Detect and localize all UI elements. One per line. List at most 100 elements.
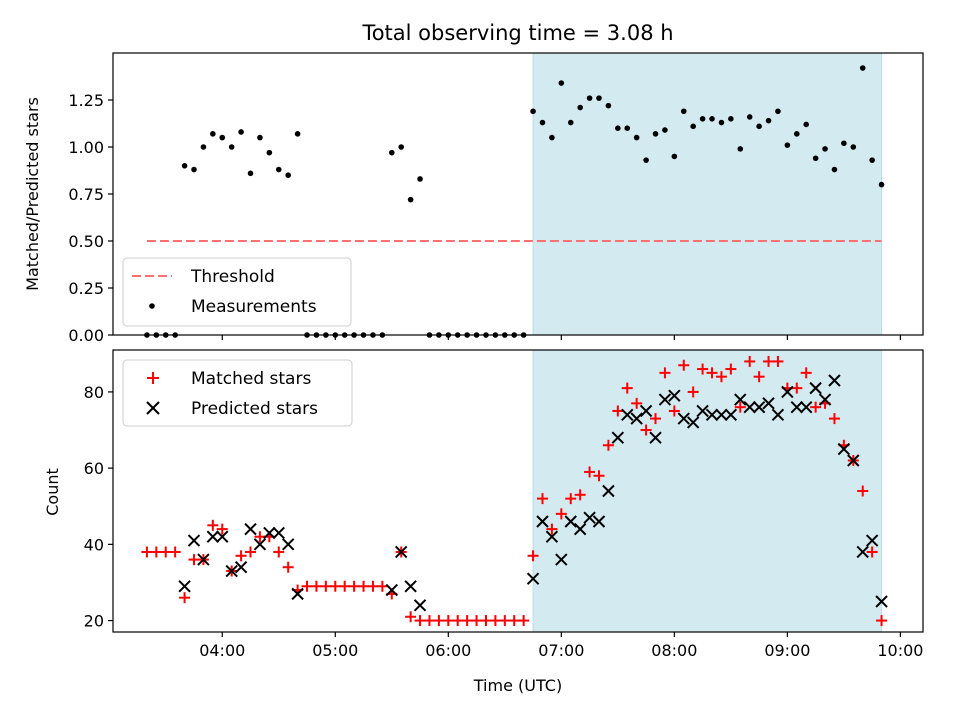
x-tick-label: 06:00 <box>425 641 471 660</box>
matched-star-point <box>687 386 699 398</box>
predicted-star-point <box>592 515 606 528</box>
predicted-star-point <box>413 599 427 612</box>
matched-star-point <box>320 580 332 592</box>
y-tick-label: 20 <box>84 612 104 631</box>
count-legend: Matched stars Predicted stars <box>122 359 353 427</box>
count-panel: 20 40 60 80 04:00 05:00 06:00 07:00 08:00 09:00 1… <box>43 349 924 695</box>
predicted-star-point <box>555 553 568 566</box>
matched-star-point <box>791 382 803 394</box>
matched-star-point <box>828 413 840 425</box>
predicted-star-point <box>206 530 220 543</box>
measurement-point <box>728 116 734 122</box>
matched-star-point <box>518 615 530 627</box>
predicted-star-point <box>639 404 653 418</box>
predicted-star-point <box>668 389 681 402</box>
predicted-star-point <box>790 400 803 414</box>
predicted-star-point <box>734 393 747 406</box>
ratio-plot-frame <box>112 52 924 336</box>
predicted-star-point <box>686 416 700 429</box>
measurement-point <box>398 144 405 150</box>
matched-star-point <box>546 523 558 535</box>
matched-star-point <box>527 550 539 562</box>
measurement-point <box>652 131 659 137</box>
measurement-point <box>869 157 875 163</box>
measurement-point <box>765 117 772 124</box>
y-tick-label: 80 <box>84 383 104 402</box>
count-plot-frame <box>112 349 924 633</box>
predicted-star-point <box>234 561 248 574</box>
legend-threshold-label: Threshold <box>190 267 275 287</box>
measurement-point <box>539 119 546 126</box>
predicted-star-point <box>385 583 398 597</box>
predicted-star-point <box>705 408 719 421</box>
predicted-star-point <box>244 522 257 536</box>
y-tick-label: 1.25 <box>68 91 104 110</box>
predicted-star-point <box>809 381 822 395</box>
matched-star-point <box>471 615 483 627</box>
measurement-point <box>756 123 762 130</box>
predicted-star-point <box>178 580 191 593</box>
matched-star-point <box>339 580 351 592</box>
matched-star-point <box>141 546 153 558</box>
predicted-star-point <box>621 408 634 421</box>
matched-star-point <box>301 580 313 592</box>
predicted-star-point <box>856 545 869 559</box>
matched-star-point <box>876 615 888 627</box>
measurement-point <box>812 155 819 162</box>
predicted-star-point <box>263 526 276 540</box>
matched-star-point <box>282 561 294 573</box>
predicted-star-point <box>225 564 238 578</box>
ratio-y-axis-label: Matched/Predicted stars <box>23 97 42 291</box>
matched-star-point <box>245 546 257 558</box>
measurement-point <box>709 116 715 122</box>
figure-title: Total observing time = 3.08 h <box>361 21 673 45</box>
matched-star-point <box>150 546 162 558</box>
measurement-point <box>690 123 696 130</box>
measurement-point <box>615 125 621 131</box>
measurement-point <box>605 102 612 109</box>
y-tick-label: 0.75 <box>68 185 104 204</box>
measurement-point <box>803 121 810 128</box>
predicted-star-point <box>800 400 813 414</box>
matched-star-point <box>536 493 548 505</box>
observing-window-shade <box>532 349 883 633</box>
measurement-point <box>558 80 565 86</box>
matched-star-point <box>753 371 765 383</box>
measurement-point <box>624 125 631 131</box>
matched-star-point <box>329 580 341 592</box>
measurement-point <box>238 129 244 135</box>
matched-star-point <box>442 615 454 627</box>
y-tick-label: 0.50 <box>68 232 104 251</box>
predicted-star-point <box>291 587 304 601</box>
matched-star-point <box>179 592 191 604</box>
measurement-point <box>219 134 226 141</box>
x-tick-label: 08:00 <box>651 641 697 660</box>
observing-window-shade <box>532 52 883 336</box>
matched-star-point <box>376 580 388 592</box>
matched-star-point <box>310 580 322 592</box>
predicted-star-point <box>677 412 690 425</box>
predicted-star-point <box>583 511 596 524</box>
predicted-star-point <box>762 397 775 410</box>
matched-star-point <box>188 554 200 566</box>
predicted-star-point <box>724 408 738 421</box>
matched-star-point <box>433 615 445 627</box>
matched-star-point <box>640 424 652 436</box>
matched-star-point <box>489 615 501 627</box>
measurement-point <box>662 127 668 133</box>
predicted-star-point <box>828 374 841 387</box>
measurement-point <box>181 163 188 169</box>
predicted-star-point <box>875 595 888 608</box>
matched-star-point <box>273 546 285 558</box>
measurement-point <box>407 196 414 203</box>
matched-star-point <box>866 546 878 558</box>
matched-star-point <box>744 355 756 367</box>
measurement-point <box>388 149 395 156</box>
predicted-star-point <box>611 431 625 444</box>
measurement-point <box>671 153 678 160</box>
x-tick-label: 07:00 <box>538 641 584 660</box>
matched-star-point <box>405 611 417 623</box>
x-tick-label: 05:00 <box>312 641 358 660</box>
matched-star-point <box>499 615 511 627</box>
matched-star-point <box>160 546 172 558</box>
